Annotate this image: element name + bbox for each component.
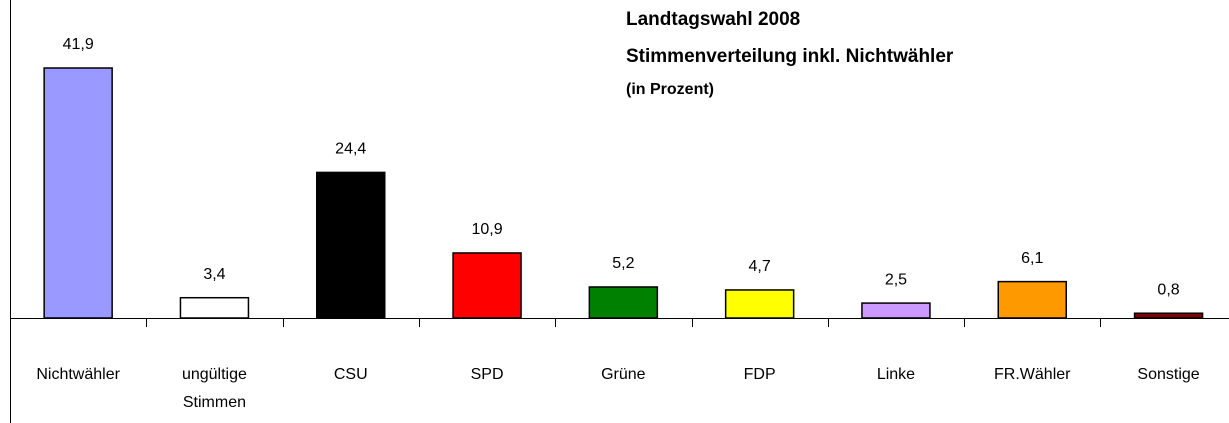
value-label: 0,8 xyxy=(1157,281,1179,298)
chart-title: Landtagswahl 2008 xyxy=(626,9,800,30)
bar xyxy=(724,289,795,319)
bar xyxy=(1133,312,1204,319)
chart-subtitle: Stimmenverteilung inkl. Nichtwähler xyxy=(626,46,954,67)
x-tick-label: SPD xyxy=(470,366,504,383)
x-tick-label: Grüne xyxy=(601,366,646,383)
bar xyxy=(316,171,386,319)
x-tick-label: Nichtwähler xyxy=(36,366,120,383)
bar xyxy=(588,286,659,319)
x-tick-label: ungültige Stimmen xyxy=(181,366,247,411)
x-tick-label: FDP xyxy=(743,366,776,383)
bar xyxy=(452,252,522,319)
value-label: 2,5 xyxy=(885,271,907,288)
x-tick-label: Linke xyxy=(876,366,916,383)
value-label: 24,4 xyxy=(335,141,366,158)
value-label: 4,7 xyxy=(749,258,771,275)
value-label: 10,9 xyxy=(471,221,502,238)
x-tick-label: CSU xyxy=(333,366,368,383)
value-label: 6,1 xyxy=(1021,250,1043,267)
value-label: 3,4 xyxy=(203,266,225,283)
bar xyxy=(997,280,1067,319)
bar xyxy=(43,67,113,319)
value-label: 5,2 xyxy=(612,255,634,272)
x-tick-label: Sonstige xyxy=(1137,366,1200,383)
x-tick-label: FR.Wähler xyxy=(994,366,1071,383)
value-label: 41,9 xyxy=(63,36,94,53)
bar xyxy=(179,296,250,319)
unit-note: (in Prozent) xyxy=(626,81,714,98)
bar xyxy=(861,302,931,319)
